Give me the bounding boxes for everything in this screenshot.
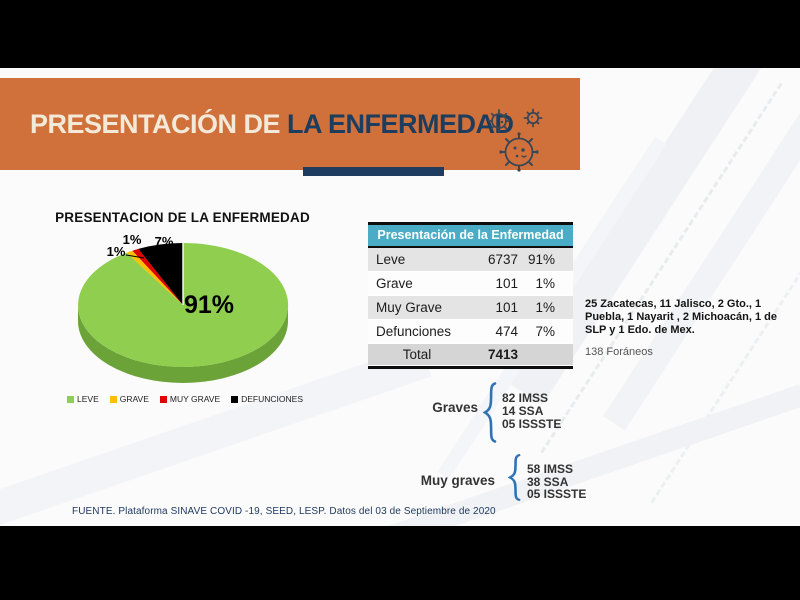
pie-side (78, 305, 288, 383)
row-pct: 1% (535, 276, 555, 291)
row-pct: 7% (535, 324, 555, 339)
row-label: Leve (376, 252, 406, 267)
notes-block: 25 Zacatecas, 11 Jalisco, 2 Gto., 1 Pueb… (585, 298, 790, 358)
row-value: 101 (495, 300, 518, 315)
table-header: Presentación de la Enfermedad (368, 225, 573, 248)
muy-graves-item: 58 IMSS (527, 462, 574, 476)
foraneos-note: 138 Foráneos (585, 346, 653, 358)
table-row: Defunciones 474 7% (368, 320, 573, 344)
graves-item: 14 SSA (502, 404, 544, 418)
total-value: 7413 (487, 347, 518, 362)
letterbox-top (0, 0, 800, 68)
pie-label-defunciones: 7% (155, 234, 174, 249)
chart-legend: LEVE GRAVE MUY GRAVE DEFUNCIONES (55, 394, 315, 404)
row-label: Grave (376, 276, 413, 291)
legend-item-grave: GRAVE (109, 394, 149, 404)
legend-swatch-muy-grave (159, 395, 167, 403)
legend-label: LEVE (77, 394, 99, 404)
row-label: Muy Grave (376, 300, 443, 315)
header-banner: PRESENTACIÓN DE LA ENFERMEDAD (0, 78, 580, 172)
source-footnote: FUENTE. Plataforma SINAVE COVID -19, SEE… (72, 506, 496, 517)
graves-item: 05 ISSSTE (502, 417, 562, 431)
pie-label-grave: 1% (107, 244, 126, 259)
letterbox-bottom (0, 526, 800, 600)
slide-content: PRESENTACIÓN DE LA ENFERMEDAD (0, 68, 800, 526)
legend-item-defunciones: DEFUNCIONES (231, 394, 303, 404)
legend-swatch-grave (109, 395, 117, 403)
virus-icon (488, 108, 543, 172)
muy-graves-item: 38 SSA (527, 474, 569, 489)
presentation-table: Presentación de la Enfermedad Leve 6737 … (368, 222, 573, 369)
row-value: 474 (495, 324, 518, 339)
row-value: 101 (495, 276, 518, 291)
table-row: Grave 101 1% (368, 272, 573, 296)
pie-slice-muy-grave (132, 248, 183, 305)
row-pct: 91% (527, 252, 555, 267)
page-title-light: PRESENTACIÓN DE (30, 108, 288, 139)
table-row: Muy Grave 101 1% (368, 296, 573, 320)
pie-label-muy-grave: 1% (123, 232, 142, 247)
pie-slice-defunciones (138, 243, 183, 305)
pie-label-leve: 91% (184, 291, 234, 319)
legend-swatch-leve (67, 395, 74, 403)
states-note: 25 Zacatecas, 11 Jalisco, 2 Gto., 1 Pueb… (585, 298, 777, 336)
table-row: Leve 6737 91% (368, 248, 573, 272)
total-label: Total (402, 347, 432, 362)
row-value: 6737 (487, 252, 518, 267)
row-pct: 1% (535, 300, 555, 315)
graves-items: 82 IMSS 14 SSA 05 ISSSTE (502, 392, 561, 431)
graves-brace (483, 382, 497, 443)
table-total-row: Total 7413 (368, 344, 573, 366)
page-title: PRESENTACIÓN DE LA ENFERMEDAD (0, 109, 514, 140)
muy-graves-label: Muy graves (420, 473, 495, 488)
muy-graves-brace (508, 454, 521, 501)
legend-item-muy-grave: MUY GRAVE (159, 394, 221, 404)
legend-label: DEFUNCIONES (241, 394, 303, 404)
legend-label: MUY GRAVE (169, 394, 221, 404)
graves-item: 82 IMSS (502, 391, 549, 405)
navy-accent-bar (303, 167, 444, 176)
pie-chart: 91% 7% 1% 1% (78, 232, 289, 383)
legend-swatch-defunciones (231, 395, 239, 403)
page-title-dark: LA ENFERMEDAD (287, 108, 514, 139)
muy-graves-item: 05 ISSSTE (527, 487, 587, 501)
diagonal-stripe (602, 68, 800, 431)
legend-label: GRAVE (119, 394, 149, 404)
chart-title: PRESENTACION DE LA ENFERMEDAD (55, 210, 310, 225)
row-label: Defunciones (376, 324, 452, 339)
legend-item-leve: LEVE (67, 394, 99, 404)
pie-leader-line (125, 254, 145, 259)
graves-label: Graves (432, 400, 478, 415)
muy-graves-items: 58 IMSS 38 SSA 05 ISSSTE (527, 463, 586, 501)
pie-slice-grave (126, 250, 183, 305)
